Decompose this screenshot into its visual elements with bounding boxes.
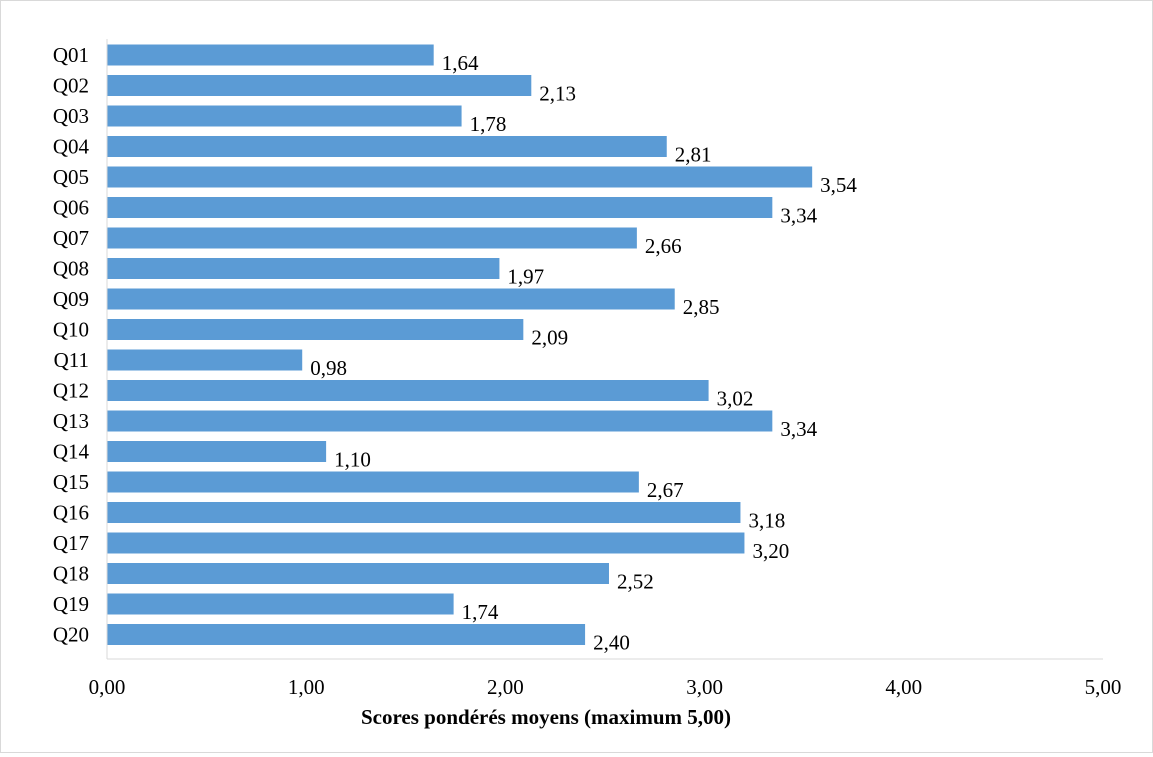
- data-label-q04: 2,81: [675, 143, 712, 167]
- bar-q18: [107, 563, 609, 584]
- category-labels-group: Q01 Q02 Q03 Q04 Q05 Q06 Q07 Q08 Q09 Q10 Q11 Q12 Q13 Q…: [53, 43, 90, 647]
- category-label-q05: Q05: [53, 165, 89, 189]
- category-label-q17: Q17: [53, 531, 89, 555]
- category-label-q13: Q13: [53, 409, 89, 433]
- bar-q19: [107, 593, 454, 615]
- data-label-q17: 3,20: [752, 539, 789, 563]
- data-label-q01: 1,64: [442, 51, 479, 75]
- data-label-q02: 2,13: [539, 82, 576, 106]
- bar-q15: [107, 471, 639, 493]
- data-label-q12: 3,02: [717, 387, 754, 411]
- category-label-q16: Q16: [53, 501, 89, 525]
- x-axis-title: Scores pondérés moyens (maximum 5,00): [361, 705, 731, 729]
- x-tick-label-0: 0,00: [89, 675, 126, 699]
- category-label-q20: Q20: [53, 623, 89, 647]
- data-labels-group: 1,642,131,782,813,543,342,661,972,852,09…: [310, 51, 857, 655]
- data-label-q03: 1,78: [470, 112, 507, 136]
- category-label-q08: Q08: [53, 257, 89, 281]
- category-label-q04: Q04: [53, 135, 90, 159]
- data-label-q08: 1,97: [507, 265, 544, 289]
- bars-group: [107, 44, 813, 645]
- x-tick-label-1: 1,00: [288, 675, 325, 699]
- bar-q13: [107, 410, 773, 432]
- data-label-q07: 2,66: [645, 234, 682, 258]
- bar-q17: [107, 532, 745, 554]
- category-label-q12: Q12: [53, 379, 89, 403]
- x-tick-label-3: 3,00: [686, 675, 723, 699]
- bar-q01: [107, 44, 434, 66]
- data-label-q05: 3,54: [820, 173, 857, 197]
- bar-q09: [107, 288, 675, 310]
- bar-q03: [107, 105, 462, 127]
- category-label-q09: Q09: [53, 287, 89, 311]
- bar-q07: [107, 227, 637, 249]
- data-label-q15: 2,67: [647, 478, 684, 502]
- bar-q05: [107, 166, 813, 188]
- bar-q20: [107, 624, 586, 645]
- data-label-q10: 2,09: [531, 326, 568, 350]
- data-label-q20: 2,40: [593, 631, 630, 655]
- bar-q12: [107, 380, 709, 401]
- data-label-q19: 1,74: [462, 600, 499, 624]
- x-tick-label-4: 4,00: [885, 675, 922, 699]
- bar-q11: [107, 349, 303, 371]
- data-label-q06: 3,34: [780, 204, 817, 228]
- data-label-q18: 2,52: [617, 570, 654, 594]
- category-label-q07: Q07: [53, 226, 89, 250]
- category-label-q15: Q15: [53, 470, 89, 494]
- data-label-q11: 0,98: [310, 356, 347, 380]
- data-label-q13: 3,34: [780, 417, 817, 441]
- bar-q04: [107, 136, 667, 157]
- bar-q14: [107, 441, 327, 462]
- data-label-q14: 1,10: [334, 448, 371, 472]
- x-tick-label-2: 2,00: [487, 675, 524, 699]
- category-label-q18: Q18: [53, 562, 89, 586]
- bar-q02: [107, 75, 532, 96]
- bar-q08: [107, 258, 500, 279]
- category-label-q01: Q01: [53, 43, 89, 67]
- x-tick-label-5: 5,00: [1085, 675, 1122, 699]
- category-label-q03: Q03: [53, 104, 89, 128]
- category-label-q19: Q19: [53, 592, 89, 616]
- data-label-q09: 2,85: [683, 295, 720, 319]
- category-label-q02: Q02: [53, 74, 89, 98]
- category-label-q14: Q14: [53, 440, 90, 464]
- bar-q06: [107, 197, 773, 218]
- data-label-q16: 3,18: [748, 509, 785, 533]
- category-label-q10: Q10: [53, 318, 89, 342]
- x-tick-labels-group: 0,00 1,00 2,00 3,00 4,00 5,00: [89, 675, 1122, 699]
- bar-q10: [107, 319, 524, 340]
- category-label-q11: Q11: [54, 348, 89, 372]
- bar-q16: [107, 502, 741, 523]
- category-label-q06: Q06: [53, 196, 89, 220]
